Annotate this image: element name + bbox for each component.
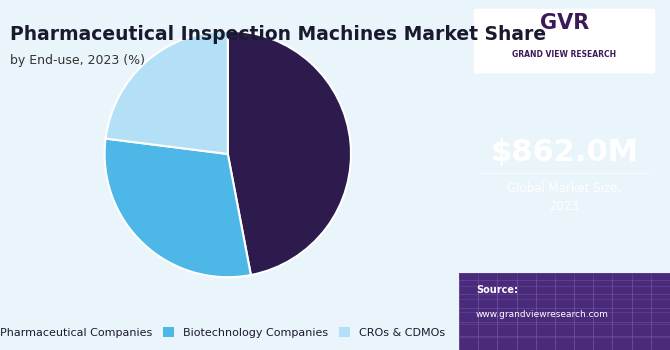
Text: GRAND VIEW RESEARCH: GRAND VIEW RESEARCH xyxy=(513,50,616,59)
Text: $862.0M: $862.0M xyxy=(490,138,639,167)
Text: by End-use, 2023 (%): by End-use, 2023 (%) xyxy=(10,54,145,67)
Text: Pharmaceutical Inspection Machines Market Share: Pharmaceutical Inspection Machines Marke… xyxy=(10,25,546,43)
FancyBboxPatch shape xyxy=(474,9,655,74)
Wedge shape xyxy=(228,31,351,275)
Text: GVR: GVR xyxy=(540,13,589,33)
FancyBboxPatch shape xyxy=(459,273,670,350)
Wedge shape xyxy=(105,139,251,277)
Text: www.grandviewresearch.com: www.grandviewresearch.com xyxy=(476,310,609,319)
Text: Source:: Source: xyxy=(476,285,518,295)
Legend: Pharmaceutical Companies, Biotechnology Companies, CROs & CDMOs: Pharmaceutical Companies, Biotechnology … xyxy=(0,323,450,343)
Wedge shape xyxy=(106,31,228,154)
Text: Global Market Size,
2023: Global Market Size, 2023 xyxy=(507,182,622,213)
